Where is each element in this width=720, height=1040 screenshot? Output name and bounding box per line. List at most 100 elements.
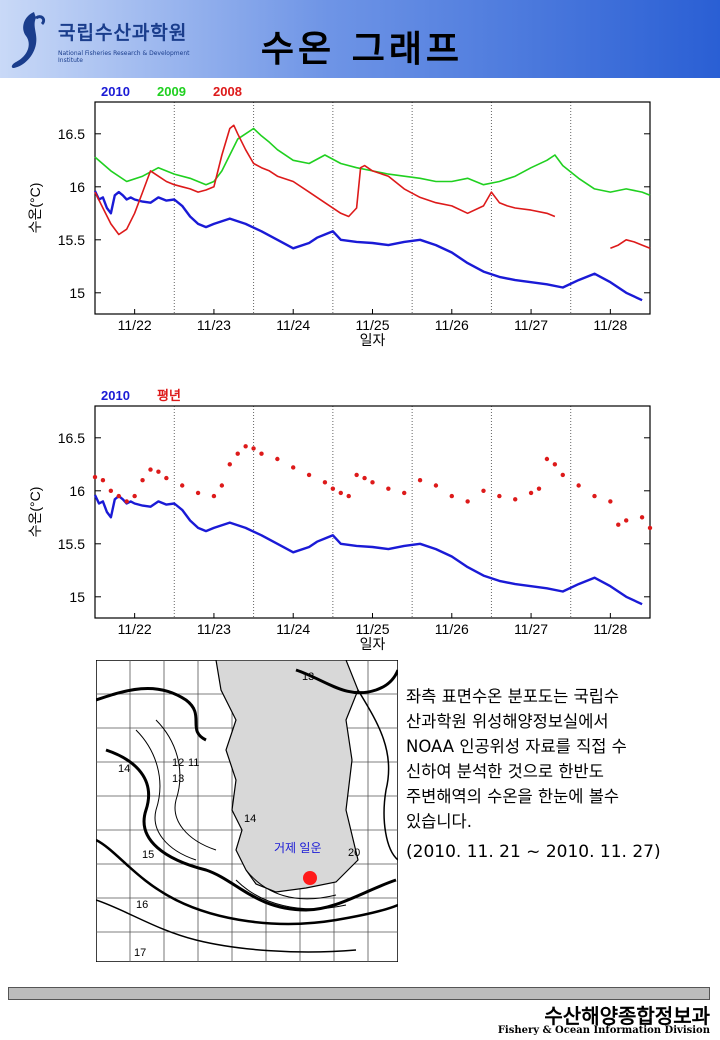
data-point-평년 xyxy=(346,493,351,499)
isotherm-label: 13 xyxy=(302,671,314,683)
description-line: NOAA 인공위성 자료를 직접 수 xyxy=(406,737,627,756)
description-line: 좌측 표면수온 분포도는 국립수 xyxy=(406,687,620,706)
data-point-평년 xyxy=(235,451,240,456)
y-tick-label: 15.5 xyxy=(58,536,85,552)
logo-name: 국립수산과학원 xyxy=(58,22,188,44)
data-point-평년 xyxy=(528,490,534,496)
footer-divider xyxy=(8,987,710,1000)
data-point-평년 xyxy=(116,493,121,499)
data-point-평년 xyxy=(386,486,391,491)
data-point-평년 xyxy=(370,480,375,485)
series-line-2010 xyxy=(93,494,643,606)
x-tick-label: 11/26 xyxy=(435,317,469,333)
series-line-2008 xyxy=(94,124,556,236)
x-tick-label: 11/27 xyxy=(514,621,548,637)
data-point-평년 xyxy=(259,451,264,456)
isotherm-label: 14 xyxy=(244,813,256,825)
data-point-평년 xyxy=(156,469,161,474)
data-point-평년 xyxy=(227,462,232,467)
data-point-평년 xyxy=(132,493,137,499)
data-point-평년 xyxy=(417,478,423,483)
isotherm-label: 11 xyxy=(188,757,199,769)
date-range: (2010. 11. 21 ~ 2010. 11. 27) xyxy=(406,842,661,862)
isotherm-label: 13 xyxy=(172,773,184,785)
data-point-평년 xyxy=(148,467,153,472)
footer-division-name: 수산해양종합정보과 xyxy=(544,1004,710,1028)
data-point-평년 xyxy=(544,456,550,462)
data-point-평년 xyxy=(180,483,185,488)
map-description: 좌측 표면수온 분포도는 국립수 산과학원 위성해양정보실에서 NOAA 인공위… xyxy=(406,684,706,834)
x-axis-label: 일자 xyxy=(360,332,386,348)
y-tick-label: 16 xyxy=(69,483,85,499)
data-point-평년 xyxy=(624,518,629,523)
data-point-평년 xyxy=(616,522,621,527)
temperature-chart-2010-2009-2008: 15 15.5 16 16.5 11/22 11/23 11/24 11/25 11/26 11/… xyxy=(27,84,651,348)
data-point-평년 xyxy=(449,493,454,499)
isotherm-label: 14 xyxy=(118,763,130,775)
y-axis-label: 수온(°C) xyxy=(27,183,43,234)
data-point-평년 xyxy=(211,493,217,499)
data-point-평년 xyxy=(219,483,225,488)
description-line: 주변해역의 수온을 한눈에 볼수 xyxy=(406,787,620,806)
data-point-평년 xyxy=(338,490,343,496)
data-point-평년 xyxy=(100,478,106,483)
y-tick-label: 15 xyxy=(69,285,85,301)
data-point-평년 xyxy=(251,446,256,451)
data-point-평년 xyxy=(560,472,565,478)
x-tick-label: 11/23 xyxy=(197,317,231,333)
data-point-평년 xyxy=(92,474,98,480)
data-point-평년 xyxy=(513,497,518,502)
data-point-평년 xyxy=(140,478,145,483)
legend-label: 2009 xyxy=(157,84,186,99)
data-point-평년 xyxy=(576,483,581,488)
series-line-2009 xyxy=(94,127,651,197)
data-point-평년 xyxy=(608,499,613,504)
x-axis-label: 일자 xyxy=(360,636,386,652)
x-tick-label: 11/22 xyxy=(118,317,152,333)
isotherm-label: 12 xyxy=(172,757,184,769)
data-point-평년 xyxy=(481,488,486,493)
data-point-평년 xyxy=(402,490,407,496)
y-tick-label: 15 xyxy=(69,589,85,605)
isotherm-label: 17 xyxy=(134,947,146,959)
x-tick-label: 11/24 xyxy=(276,317,310,333)
location-marker xyxy=(303,871,317,885)
data-point-평년 xyxy=(433,483,439,488)
data-point-평년 xyxy=(275,456,280,462)
x-tick-label: 11/27 xyxy=(514,317,548,333)
legend-label: 2010 xyxy=(101,84,130,99)
y-axis-label: 수온(°C) xyxy=(27,487,43,538)
data-point-평년 xyxy=(552,462,558,467)
y-tick-label: 15.5 xyxy=(58,232,85,248)
logo-subtitle: National Fisheries Research & Developmen… xyxy=(58,50,190,64)
x-tick-label: 11/28 xyxy=(593,621,627,637)
x-tick-label: 11/25 xyxy=(356,621,390,637)
seahorse-logo-icon xyxy=(11,12,46,68)
plot-frame xyxy=(94,405,651,619)
institute-logo: 국립수산과학원 National Fisheries Research & De… xyxy=(6,6,196,72)
y-tick-label: 16 xyxy=(69,179,85,195)
header-banner: 국립수산과학원 National Fisheries Research & De… xyxy=(0,0,720,78)
data-point-평년 xyxy=(354,472,359,478)
legend-label: 2010 xyxy=(101,388,130,403)
data-point-평년 xyxy=(465,499,470,504)
data-point-평년 xyxy=(536,486,542,491)
description-line: 산과학원 위성해양정보실에서 xyxy=(406,712,609,731)
data-point-평년 xyxy=(330,486,336,491)
data-point-평년 xyxy=(306,472,312,478)
data-point-평년 xyxy=(362,475,367,481)
legend-label: 평년 xyxy=(157,388,181,403)
data-point-평년 xyxy=(592,493,597,499)
sst-map-graphic: 13 14 12 11 13 14 15 16 17 20 거제 일운 xyxy=(95,659,400,963)
x-tick-label: 11/22 xyxy=(118,621,152,637)
x-tick-label: 11/28 xyxy=(593,317,627,333)
series-line-2010 xyxy=(93,190,643,302)
data-point-평년 xyxy=(291,465,296,470)
series-line-2008 xyxy=(610,239,651,250)
data-point-평년 xyxy=(322,480,328,485)
isotherm-label: 15 xyxy=(142,849,154,861)
isotherm-label: 16 xyxy=(136,899,148,911)
data-point-평년 xyxy=(124,499,129,504)
data-point-평년 xyxy=(243,444,248,449)
data-point-평년 xyxy=(164,475,169,481)
